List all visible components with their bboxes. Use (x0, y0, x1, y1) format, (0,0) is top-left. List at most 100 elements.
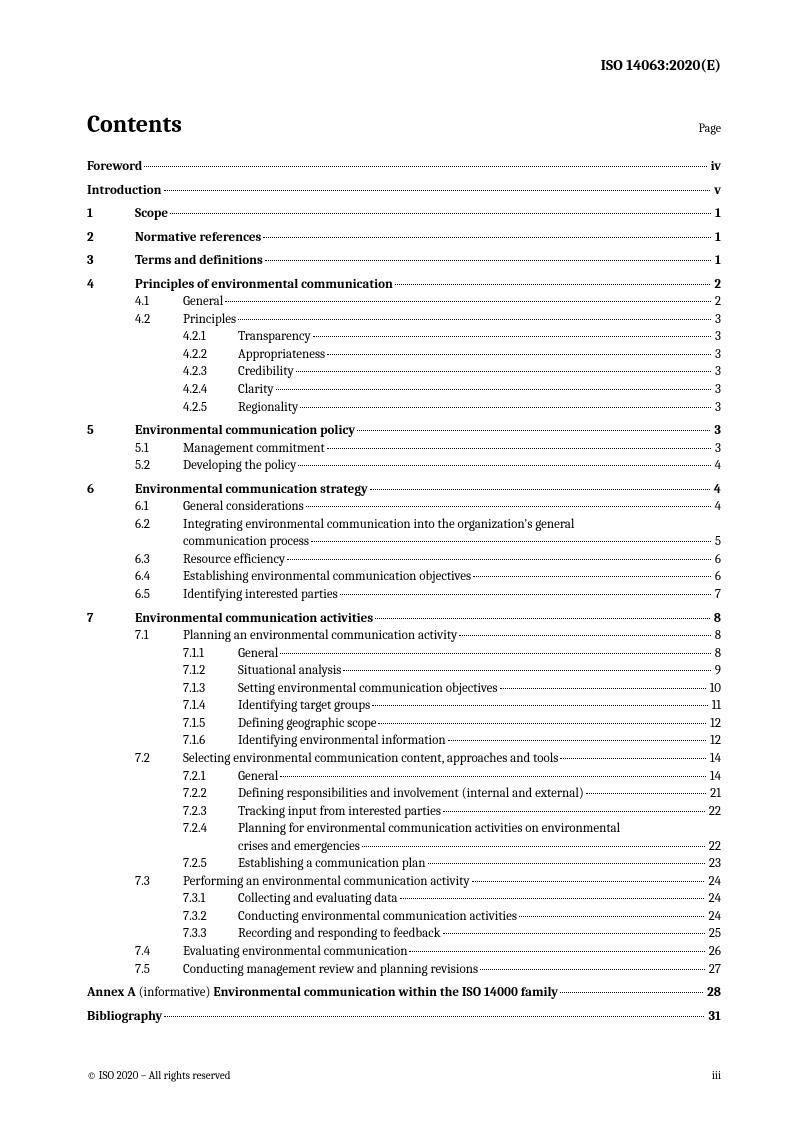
toc-label: General considerations (183, 498, 304, 516)
toc-num: 6.2 (135, 516, 183, 534)
table-of-contents: ForewordivIntroductionv1Scope12Normative… (87, 158, 721, 1025)
toc-subentry: 4.1General 2 (135, 293, 721, 311)
toc-num: 7 (87, 610, 135, 628)
footer-copyright: © ISO 2020 – All rights reserved (87, 1069, 230, 1082)
toc-pageno: 28 (705, 984, 721, 1002)
toc-subentry: 6.2Integrating environmental communicati… (135, 516, 721, 534)
toc-pageno: 3 (713, 399, 721, 417)
toc-subsubentry: 7.2.1General14 (183, 768, 721, 786)
toc-pageno: 3 (713, 328, 721, 346)
toc-num: 7.2.3 (183, 803, 238, 821)
toc-subsubentry: 7.1.4Identifying target groups 11 (183, 697, 721, 715)
toc-num: 7.1.2 (183, 662, 238, 680)
toc-subentry: 7.5Conducting management review and plan… (135, 961, 721, 979)
toc-subsubentry: 7.1.5Defining geographic scope12 (183, 715, 721, 733)
page-label: Page (699, 121, 721, 135)
toc-pageno: 1 (713, 252, 721, 270)
toc-num: 7.1 (135, 627, 183, 645)
toc-label: Environmental communication strategy (135, 481, 368, 499)
toc-entry: 3Terms and definitions1 (87, 252, 721, 270)
toc-subentry: 7.1Planning an environmental communicati… (135, 627, 721, 645)
toc-num: 7.3 (135, 873, 183, 891)
toc-pageno: 3 (712, 422, 721, 440)
toc-label: Selecting environmental communication co… (183, 750, 558, 768)
toc-label: Resource efficiency (183, 551, 285, 569)
toc-label: Environmental communication activities (135, 610, 373, 628)
toc-subsubentry: 7.3.2Conducting environmental communicat… (183, 908, 721, 926)
toc-label: communication process (183, 533, 309, 551)
toc-subsubentry: 7.2.4Planning for environmental communic… (183, 820, 721, 838)
toc-label: Identifying interested parties (183, 586, 338, 604)
toc-label: Planning an environmental communication … (183, 627, 457, 645)
toc-label: Principles (183, 311, 236, 329)
toc-pageno: 8 (713, 627, 721, 645)
toc-pageno: 24 (706, 908, 721, 926)
toc-subentry: 5.2Developing the policy4 (135, 457, 721, 475)
contents-title: Contents (87, 110, 182, 138)
toc-num: 7.1.1 (183, 645, 238, 663)
toc-continuation: communication process5 (183, 533, 721, 551)
toc-label: Identifying environmental information (238, 732, 446, 750)
toc-pageno: 26 (707, 943, 721, 961)
toc-entry: Introductionv (87, 182, 721, 200)
toc-num: 7.5 (135, 961, 183, 979)
doc-header: ISO 14063:2020(E) (87, 56, 721, 74)
toc-subsubentry: 4.2.1Transparency3 (183, 328, 721, 346)
toc-label: Tracking input from interested parties (238, 803, 441, 821)
toc-entry: 7Environmental communication activities8 (87, 610, 721, 628)
toc-label: crises and emergencies (238, 838, 360, 856)
toc-pageno: 12 (708, 715, 721, 733)
toc-pageno: 14 (708, 750, 721, 768)
toc-num: 4.2.4 (183, 381, 238, 399)
toc-label: Planning for environmental communication… (238, 820, 620, 838)
toc-label: Environmental communication policy (135, 422, 355, 440)
toc-num: 7.2.4 (183, 820, 238, 838)
toc-label: General (238, 768, 278, 786)
toc-label: Foreword (87, 158, 142, 176)
toc-pageno: 31 (706, 1008, 721, 1026)
toc-entry: 4Principles of environmental communicati… (87, 276, 721, 294)
toc-pageno: 4 (712, 481, 721, 499)
toc-continuation: crises and emergencies 22 (238, 838, 721, 856)
toc-subsubentry: 7.2.2Defining responsibilities and invol… (183, 785, 721, 803)
toc-num: 6 (87, 481, 135, 499)
toc-subsubentry: 7.1.3Setting environmental communication… (183, 680, 721, 698)
toc-pageno: 2 (713, 293, 721, 311)
toc-pageno: 1 (713, 229, 721, 247)
toc-subsubentry: 7.3.1Collecting and evaluating data24 (183, 890, 721, 908)
toc-subentry: 7.4Evaluating environmental communicatio… (135, 943, 721, 961)
toc-label: Identifying target groups (238, 697, 370, 715)
toc-label: Setting environmental communication obje… (238, 680, 498, 698)
toc-label: Conducting environmental communication a… (238, 908, 517, 926)
toc-label: General (183, 293, 223, 311)
toc-num: 1 (87, 205, 135, 223)
toc-subsubentry: 7.2.3Tracking input from interested part… (183, 803, 721, 821)
toc-pageno: 22 (707, 838, 721, 856)
toc-label: Establishing a communication plan (238, 855, 426, 873)
toc-entry: Foreword iv (87, 158, 721, 176)
toc-label: Management commitment (183, 440, 325, 458)
toc-label: Scope (135, 205, 168, 223)
toc-label: Credibility (238, 363, 294, 381)
toc-num: 5 (87, 422, 135, 440)
toc-subentry: 4.2Principles3 (135, 311, 721, 329)
toc-pageno: 11 (710, 697, 721, 715)
toc-subentry: 7.3Performing an environmental communica… (135, 873, 721, 891)
toc-label: Developing the policy (183, 457, 296, 475)
toc-label: Clarity (238, 381, 274, 399)
toc-pageno: 3 (713, 311, 721, 329)
toc-num: 4.1 (135, 293, 183, 311)
toc-label: Establishing environmental communication… (183, 568, 471, 586)
toc-pageno: 27 (707, 961, 721, 979)
toc-subsubentry: 4.2.3Credibility3 (183, 363, 721, 381)
toc-num: 6.5 (135, 586, 183, 604)
toc-pageno: 1 (713, 205, 721, 223)
toc-subsubentry: 7.1.2Situational analysis9 (183, 662, 721, 680)
toc-num: 4.2.2 (183, 346, 238, 364)
toc-num: 7.1.4 (183, 697, 238, 715)
toc-label: Normative references (135, 229, 261, 247)
toc-label: Performing an environmental communicatio… (183, 873, 470, 891)
toc-pageno: iv (709, 158, 721, 176)
toc-entry: 2Normative references1 (87, 229, 721, 247)
toc-pageno: v (712, 182, 721, 200)
